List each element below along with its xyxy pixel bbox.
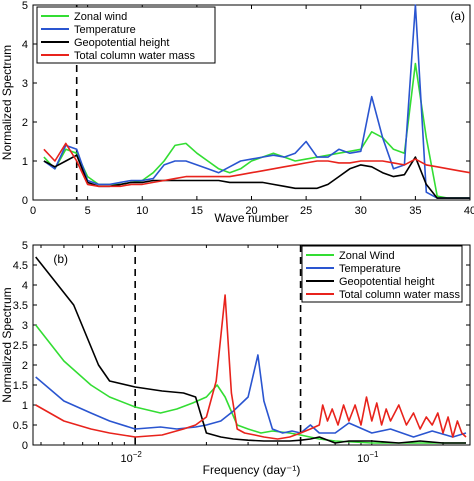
axes-frame xyxy=(32,244,471,446)
legend-label-total-column-water-mass: Total column water mass xyxy=(339,289,461,301)
x-tick-label-base: 10 xyxy=(120,453,132,465)
series-line-temperature xyxy=(43,4,470,199)
x-tick-label: 40 xyxy=(464,205,474,217)
legend-label-geopotential-height: Geopotential height xyxy=(74,37,169,49)
series-line-total-column-water-mass xyxy=(43,142,471,188)
y-tick-label: 3 xyxy=(22,320,28,332)
y-tick-label: 2 xyxy=(22,360,28,372)
x-tick-label-exponent: −2 xyxy=(133,450,143,459)
y-tick-label: 3 xyxy=(22,78,28,90)
series-line-geopotential-height xyxy=(35,256,466,444)
y-tick-label: 1.5 xyxy=(13,380,28,392)
legend-label-temperature: Temperature xyxy=(74,24,136,36)
x-tick-label-exponent: −1 xyxy=(369,450,379,459)
y-tick-label: 4.5 xyxy=(13,260,28,272)
y-tick-label: 4 xyxy=(22,39,28,51)
y-tick-label: 1 xyxy=(22,400,28,412)
x-axis-label: Wave number xyxy=(214,211,288,225)
legend-label-total-column-water-mass: Total column water mass xyxy=(74,50,196,62)
x-tick-label: 20 xyxy=(245,205,257,217)
legend-label-zonal-wind: Zonal wind xyxy=(74,11,127,23)
y-tick-label: 5 xyxy=(22,0,28,12)
x-tick-label: 10 xyxy=(136,205,148,217)
y-tick-label: 0 xyxy=(22,440,28,452)
legend-label-temperature: Temperature xyxy=(339,263,401,275)
series-line-temperature xyxy=(35,354,467,438)
x-tick-label: 15 xyxy=(191,205,203,217)
y-tick-label: 2 xyxy=(22,117,28,129)
y-axis-label: Normalized Spectrum xyxy=(0,287,14,402)
y-axis-label: Normalized Spectrum xyxy=(0,45,14,160)
legend-label-zonal-wind: Zonal Wind xyxy=(339,250,395,262)
x-tick-label: 35 xyxy=(409,205,421,217)
panel-a: 0 1 2 3 4 5 0 5 10 15 20 25 30 35 40 Wave number Normali… xyxy=(0,0,474,225)
x-tick-label: 25 xyxy=(300,205,312,217)
axes-frame xyxy=(32,4,471,201)
panel-label: (a) xyxy=(450,9,465,23)
x-tick-label: 30 xyxy=(355,205,367,217)
series-line-total-column-water-mass xyxy=(35,294,467,440)
y-tick-label: 5 xyxy=(22,240,28,252)
y-tick-label: 0 xyxy=(22,195,28,207)
y-tick-label: 0.5 xyxy=(13,420,28,432)
x-tick-label: 10−1 xyxy=(357,450,379,465)
x-tick-label: 10−2 xyxy=(120,450,142,465)
x-tick-label: 0 xyxy=(30,205,36,217)
series-line-zonal-wind xyxy=(43,62,470,199)
y-tick-label: 4 xyxy=(22,280,28,292)
legend-label-geopotential-height: Geopotential height xyxy=(339,276,434,288)
y-tick-label: 2.5 xyxy=(13,340,28,352)
x-axis-label: Frequency (day⁻¹) xyxy=(203,463,301,477)
x-tick-label: 5 xyxy=(85,205,91,217)
x-tick-label-base: 10 xyxy=(357,453,369,465)
y-tick-label: 1 xyxy=(22,156,28,168)
panel-label: (b) xyxy=(53,252,68,266)
y-tick-label: 3.5 xyxy=(13,300,28,312)
series-line-geopotential-height xyxy=(43,154,470,199)
